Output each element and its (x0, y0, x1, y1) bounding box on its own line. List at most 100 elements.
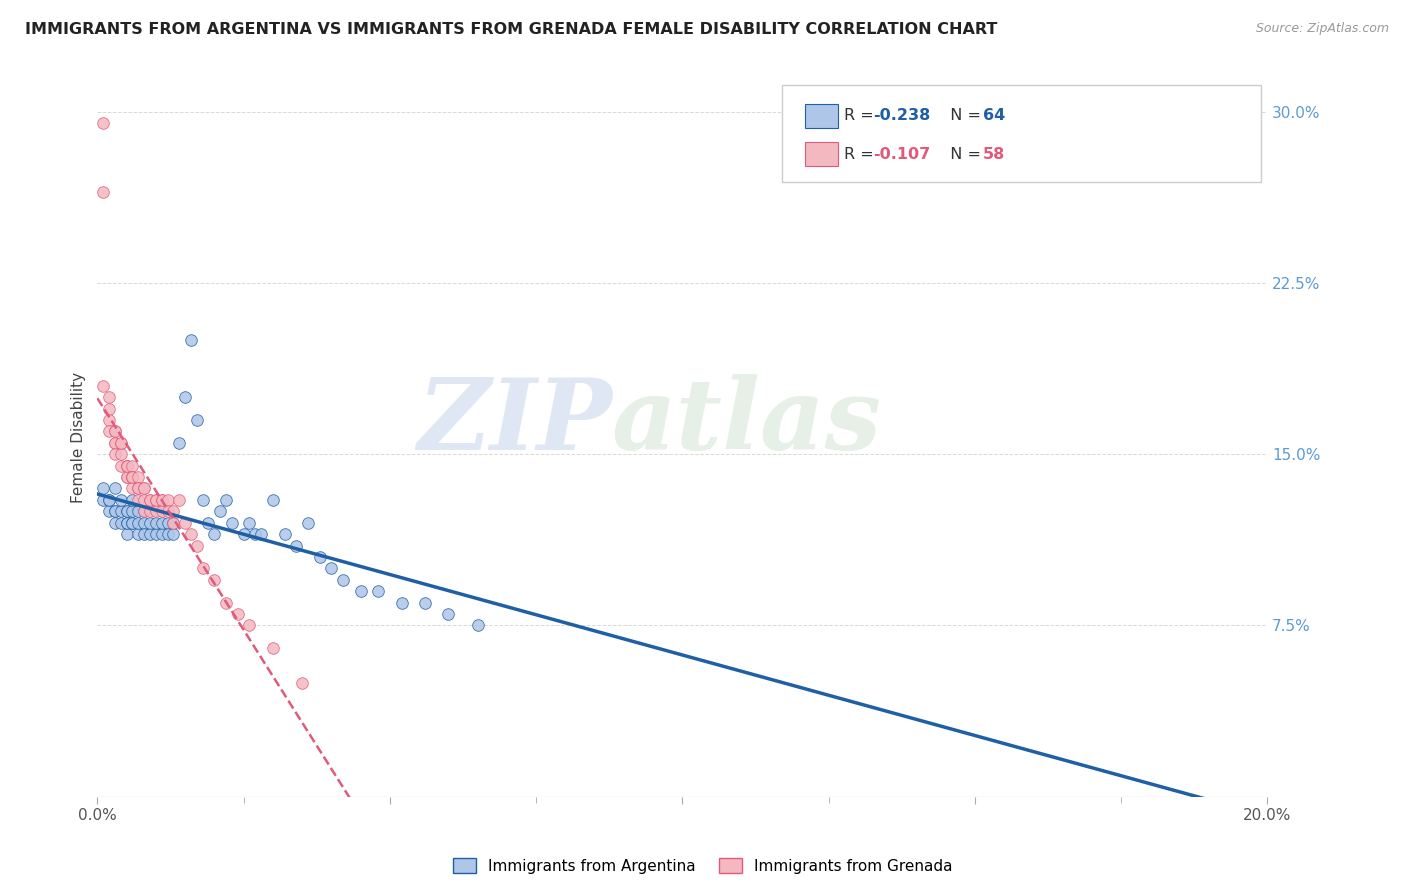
Point (215, 596, 238, 610)
Point (262, 492, 284, 507)
Point (134, 504, 156, 518)
Point (150, 516, 173, 530)
Point (238, 516, 260, 530)
Text: 64: 64 (983, 109, 1005, 123)
Point (139, 516, 162, 530)
Point (139, 492, 162, 507)
Point (273, 527, 295, 541)
Point (232, 527, 254, 541)
Point (180, 333, 202, 347)
Point (98, 390, 121, 404)
Point (162, 504, 184, 518)
Point (321, 561, 343, 575)
Text: R =: R = (844, 146, 879, 161)
Point (115, 504, 138, 518)
Point (134, 492, 156, 507)
Point (115, 458, 138, 473)
Point (191, 492, 214, 507)
Point (174, 516, 197, 530)
Point (110, 504, 132, 518)
Point (308, 549, 330, 564)
Point (250, 527, 273, 541)
Point (226, 607, 249, 621)
Point (121, 482, 143, 496)
Point (91, 116, 114, 130)
Point (127, 527, 149, 541)
Point (121, 470, 143, 484)
Text: ZIP: ZIP (418, 375, 612, 471)
Point (180, 527, 202, 541)
Point (215, 492, 238, 507)
Point (121, 458, 143, 473)
Point (202, 573, 225, 587)
Text: IMMIGRANTS FROM ARGENTINA VS IMMIGRANTS FROM GRENADA FEMALE DISABILITY CORRELATI: IMMIGRANTS FROM ARGENTINA VS IMMIGRANTS … (25, 22, 998, 37)
Point (127, 492, 149, 507)
Point (150, 492, 173, 507)
Point (332, 573, 354, 587)
Point (98, 504, 121, 518)
Point (162, 527, 184, 541)
Point (349, 584, 371, 599)
Point (134, 482, 156, 496)
Point (167, 435, 190, 450)
Point (197, 516, 219, 530)
Point (145, 492, 167, 507)
Point (202, 527, 225, 541)
Text: -0.107: -0.107 (873, 146, 931, 161)
Point (139, 504, 162, 518)
Point (121, 470, 143, 484)
Point (127, 470, 149, 484)
Point (115, 516, 138, 530)
Point (121, 492, 143, 507)
Point (134, 527, 156, 541)
Point (238, 618, 260, 632)
Point (413, 596, 436, 610)
Point (134, 516, 156, 530)
Point (115, 527, 138, 541)
Text: -0.238: -0.238 (873, 109, 931, 123)
Text: N =: N = (939, 146, 986, 161)
Point (145, 492, 167, 507)
Point (110, 435, 132, 450)
Text: atlas: atlas (612, 375, 882, 471)
Point (139, 527, 162, 541)
Point (104, 482, 127, 496)
Point (121, 516, 143, 530)
Point (115, 458, 138, 473)
Text: Source: ZipAtlas.com: Source: ZipAtlas.com (1256, 22, 1389, 36)
Point (134, 504, 156, 518)
Point (98, 401, 121, 416)
Point (186, 539, 208, 553)
Point (104, 425, 127, 439)
Point (245, 527, 267, 541)
Legend: Immigrants from Argentina, Immigrants from Grenada: Immigrants from Argentina, Immigrants fr… (447, 852, 959, 880)
Point (127, 482, 149, 496)
Text: N =: N = (939, 109, 986, 123)
Point (121, 470, 143, 484)
Point (91, 492, 114, 507)
Text: 58: 58 (983, 146, 1005, 161)
Point (167, 492, 190, 507)
Point (391, 596, 413, 610)
Point (285, 539, 308, 553)
Point (115, 470, 138, 484)
Point (91, 185, 114, 199)
Point (110, 492, 132, 507)
Point (150, 504, 173, 518)
Point (104, 516, 127, 530)
Point (110, 458, 132, 473)
Point (134, 482, 156, 496)
Point (98, 492, 121, 507)
Point (150, 527, 173, 541)
Point (162, 516, 184, 530)
Point (145, 527, 167, 541)
Text: R =: R = (844, 109, 879, 123)
Point (221, 516, 243, 530)
Point (156, 516, 179, 530)
Point (156, 492, 179, 507)
Point (91, 482, 114, 496)
Point (262, 641, 284, 656)
Point (186, 413, 208, 427)
Point (156, 527, 179, 541)
Point (191, 561, 214, 575)
